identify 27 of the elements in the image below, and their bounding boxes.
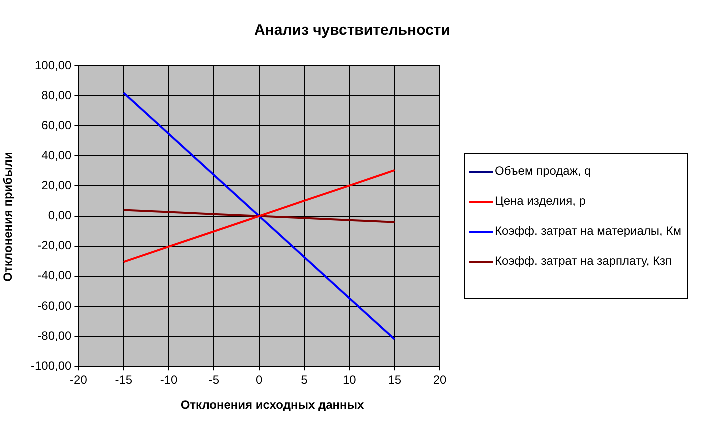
x-tick-label: -20 (70, 373, 88, 388)
legend-label: Цена изделия, p (495, 194, 586, 208)
y-tick-label: 80,00 (42, 88, 72, 102)
y-tick-label: -100,00 (30, 358, 72, 373)
x-tick-label: 5 (301, 373, 308, 388)
y-tick-label: 60,00 (42, 118, 72, 132)
y-tick-label: 0,00 (48, 208, 72, 223)
y-tick-label: 100,00 (34, 58, 72, 72)
x-tick-label: 20 (433, 373, 447, 388)
y-tick-label: 20,00 (42, 178, 72, 193)
y-tick-label: -80,00 (38, 328, 72, 343)
y-tick-label: -60,00 (38, 298, 72, 313)
legend-label: Коэфф. затрат на зарплату, Кзп (495, 254, 672, 268)
x-tick-label: 10 (342, 373, 357, 388)
x-tick-label: -5 (208, 373, 220, 388)
chart-title: Анализ чувствительности (253, 22, 452, 39)
y-axis-title: Отклонения прибыли (1, 151, 15, 284)
y-tick-label: -20,00 (38, 238, 72, 253)
x-tick-label: 0 (256, 373, 264, 388)
x-axis-title: Отклонения исходных данных (180, 398, 366, 412)
y-tick-label: 40,00 (42, 148, 72, 162)
legend-label: Коэфф. затрат на материалы, Км (495, 224, 682, 238)
legend-label: Объем продаж, q (495, 164, 592, 178)
x-tick-label: -15 (115, 373, 133, 388)
x-tick-label: 15 (388, 373, 402, 388)
y-tick-label: -40,00 (38, 268, 72, 283)
x-tick-label: -10 (160, 373, 178, 388)
